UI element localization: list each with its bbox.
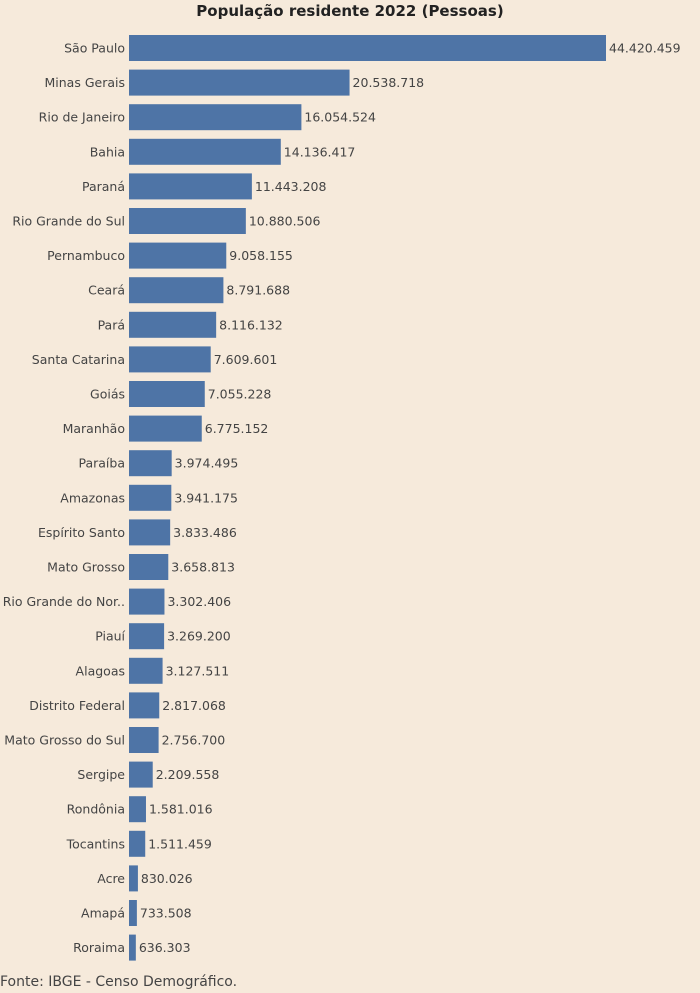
value-label: 2.817.068 [162,698,226,713]
bar [129,450,172,477]
value-label: 3.658.813 [171,560,235,575]
category-label: Tocantins [66,836,125,851]
bar [129,138,281,165]
value-label: 20.538.718 [353,75,425,90]
value-label: 10.880.506 [249,214,321,229]
value-label: 8.791.688 [226,283,290,298]
bar-chart: São Paulo 44.420.459 Minas Gerais 20.538.71… [3,35,681,961]
category-label: Sergipe [77,767,125,782]
value-label: 830.026 [141,871,193,886]
category-label: Santa Catarina [32,352,125,367]
category-label: Paraíba [78,456,125,471]
bar [129,900,137,926]
category-label: Goiás [90,387,125,402]
category-label: Rio Grande do Nor.. [3,594,125,609]
value-label: 3.127.511 [166,663,230,678]
bar [129,761,153,788]
value-label: 2.209.558 [156,767,220,782]
bar [129,415,202,442]
category-label: Piauí [95,629,125,644]
bar [129,381,205,407]
category-label: Paraná [82,179,125,194]
value-label: 7.609.601 [214,352,278,367]
bar [129,519,171,546]
value-label: 1.511.459 [148,836,212,851]
bar [129,727,159,753]
value-label: 2.756.700 [162,733,226,748]
category-label: Amapá [81,906,125,921]
bar [129,692,160,719]
category-label: Rondônia [67,802,125,817]
value-label: 3.974.495 [175,456,239,471]
category-label: Bahia [90,144,125,159]
bar [129,104,302,131]
category-label: Minas Gerais [45,75,126,90]
bar [129,69,350,96]
category-label: Ceará [88,283,125,298]
category-label: Acre [97,871,125,886]
value-label: 8.116.132 [219,317,283,332]
bar [129,623,165,650]
category-label: Rio de Janeiro [39,110,125,125]
category-label: Mato Grosso do Sul [4,733,125,748]
value-label: 3.833.486 [173,525,237,540]
bar [129,865,138,892]
bar [129,796,146,823]
bar [129,830,146,857]
category-label: Maranhão [63,421,125,436]
category-label: Amazonas [60,490,125,505]
bar [129,484,172,511]
bar [129,311,217,338]
bar [129,242,227,269]
value-label: 7.055.228 [208,387,272,402]
value-label: 636.303 [139,940,191,955]
category-label: Roraima [73,940,125,955]
bar [129,657,163,684]
value-label: 3.941.175 [174,490,238,505]
value-label: 11.443.208 [255,179,327,194]
value-label: 733.508 [140,906,192,921]
chart-title: População residente 2022 (Pessoas) [196,2,504,20]
category-label: Distrito Federal [29,698,125,713]
category-label: Pará [98,317,125,332]
value-label: 16.054.524 [304,110,376,125]
value-label: 44.420.459 [609,41,681,56]
category-label: Espírito Santo [38,525,125,540]
category-label: Pernambuco [47,248,125,263]
value-label: 6.775.152 [205,421,269,436]
source-note: Fonte: IBGE - Censo Demográfico. [0,974,238,990]
bar [129,173,252,200]
bar [129,554,169,580]
category-label: Alagoas [76,663,125,678]
category-label: Mato Grosso [47,560,125,575]
bar [129,208,246,234]
value-label: 14.136.417 [284,144,356,159]
bar [129,588,165,615]
bar [129,35,606,61]
category-label: Rio Grande do Sul [12,214,125,229]
bar [129,346,211,373]
bar [129,277,224,304]
value-label: 3.302.406 [167,594,231,609]
value-label: 3.269.200 [167,629,231,644]
category-label: São Paulo [64,41,125,56]
value-label: 9.058.155 [229,248,293,263]
bar [129,934,136,961]
value-label: 1.581.016 [149,802,213,817]
